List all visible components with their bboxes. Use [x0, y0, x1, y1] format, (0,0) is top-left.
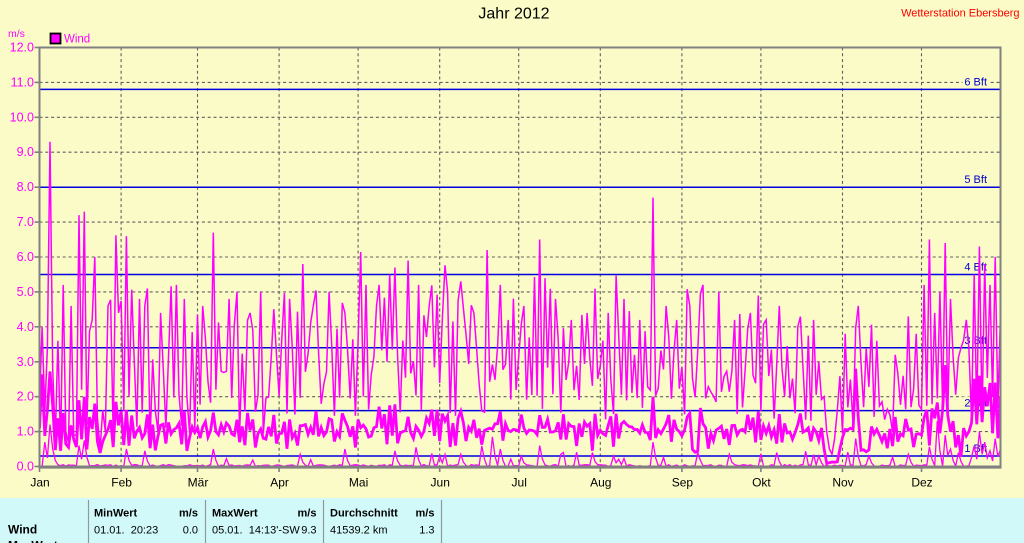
svg-text:1.3: 1.3	[419, 525, 434, 537]
svg-text:Wind: Wind	[64, 34, 90, 46]
svg-text:m/s: m/s	[8, 28, 25, 40]
svg-text:Aug: Aug	[590, 476, 611, 490]
svg-text:3.0: 3.0	[17, 355, 34, 369]
svg-text:11.0: 11.0	[11, 75, 34, 89]
svg-text:7.0: 7.0	[17, 215, 34, 229]
svg-text:m/s: m/s	[416, 508, 435, 520]
svg-text:5 Bft: 5 Bft	[964, 174, 987, 186]
svg-text:1.0: 1.0	[17, 425, 34, 439]
svg-text:MaxWert: MaxWert	[212, 508, 258, 520]
svg-text:Apr: Apr	[270, 476, 289, 490]
svg-text:01.01. 20:23: 01.01. 20:23	[94, 525, 158, 537]
svg-text:MinWert: MinWert	[94, 508, 138, 520]
svg-text:Jul: Jul	[512, 476, 527, 490]
svg-text:8.0: 8.0	[17, 180, 34, 194]
svg-text:Sep: Sep	[672, 476, 694, 490]
svg-text:Okt: Okt	[752, 476, 771, 490]
svg-text:4 Bft: 4 Bft	[964, 262, 987, 274]
svg-text:Feb: Feb	[111, 476, 132, 490]
svg-text:Dez: Dez	[911, 476, 932, 490]
svg-text:MaxWert: MaxWert	[8, 539, 58, 543]
svg-text:6.0: 6.0	[17, 250, 34, 264]
svg-text:m/s: m/s	[298, 508, 317, 520]
svg-text:12.0: 12.0	[10, 41, 34, 55]
svg-text:5.0: 5.0	[17, 285, 34, 299]
svg-text:05.01. 14:13'-SW: 05.01. 14:13'-SW	[212, 525, 300, 537]
svg-text:Jan: Jan	[30, 476, 49, 490]
svg-text:41539.2 km: 41539.2 km	[330, 525, 387, 537]
svg-text:9.0: 9.0	[17, 145, 34, 159]
svg-text:Durchschnitt: Durchschnitt	[330, 508, 398, 520]
svg-text:Jahr 2012: Jahr 2012	[478, 6, 549, 23]
svg-text:10.0: 10.0	[10, 110, 34, 124]
svg-text:Wind: Wind	[8, 523, 37, 537]
svg-text:Jun: Jun	[431, 476, 450, 490]
svg-text:0.0: 0.0	[17, 460, 34, 474]
svg-text:m/s: m/s	[179, 508, 198, 520]
svg-text:Nov: Nov	[832, 476, 853, 490]
svg-text:Mär: Mär	[188, 476, 209, 490]
svg-text:6 Bft: 6 Bft	[964, 76, 987, 88]
svg-text:9.3: 9.3	[301, 525, 316, 537]
svg-text:0.0: 0.0	[183, 525, 198, 537]
svg-text:Mai: Mai	[349, 476, 368, 490]
svg-text:4.0: 4.0	[17, 320, 34, 334]
svg-text:2.0: 2.0	[17, 390, 34, 404]
svg-text:Wetterstation Ebersberg: Wetterstation Ebersberg	[901, 8, 1019, 20]
